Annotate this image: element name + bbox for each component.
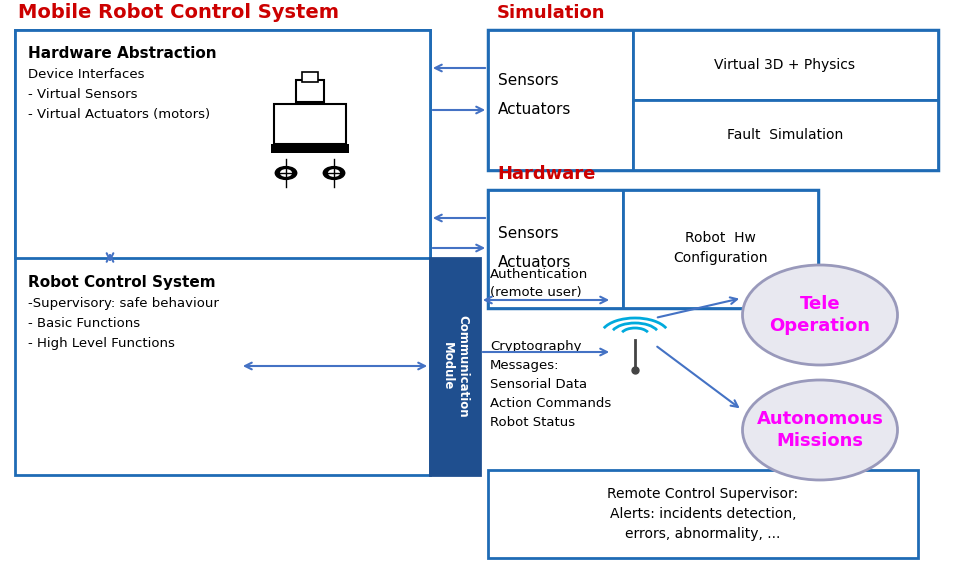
Circle shape [275,167,296,179]
Bar [15,30,430,258]
Bar [488,190,622,308]
Circle shape [328,170,339,176]
Circle shape [323,167,344,179]
Text: Hardware Abstraction: Hardware Abstraction [28,46,216,61]
Bar [302,72,317,82]
Text: Fault  Simulation: Fault Simulation [726,128,842,142]
Bar [430,258,479,475]
Bar [271,144,349,153]
Bar [488,470,917,558]
Text: Robot  Hw
Configuration: Robot Hw Configuration [672,230,766,265]
Text: Authentication
(remote user): Authentication (remote user) [490,268,588,299]
Bar [622,190,817,308]
Text: Remote Control Supervisor:
Alerts: incidents detection,
errors, abnormality, ...: Remote Control Supervisor: Alerts: incid… [607,487,798,541]
Bar [488,30,937,170]
Ellipse shape [741,265,897,365]
Text: Sensors
Actuators: Sensors Actuators [497,73,571,117]
Text: Autonomous
Missions: Autonomous Missions [756,410,882,450]
Text: Communication
Module: Communication Module [440,315,469,417]
Text: Device Interfaces
- Virtual Sensors
- Virtual Actuators (motors): Device Interfaces - Virtual Sensors - Vi… [28,68,210,121]
Text: Hardware: Hardware [497,165,595,183]
Text: Virtual 3D + Physics: Virtual 3D + Physics [714,58,855,72]
Text: Robot Control System: Robot Control System [28,275,215,290]
Text: -Supervisory: safe behaviour
- Basic Functions
- High Level Functions: -Supervisory: safe behaviour - Basic Fun… [28,297,218,350]
Text: Mobile Robot Control System: Mobile Robot Control System [18,3,338,22]
Bar [295,80,324,102]
Circle shape [280,170,291,176]
Text: Simulation: Simulation [497,4,605,22]
Bar [488,190,817,308]
Bar [633,30,937,100]
Bar [488,30,633,170]
Text: Sensors
Actuators: Sensors Actuators [497,226,571,270]
Text: Tele
Operation: Tele Operation [769,295,869,335]
Ellipse shape [741,380,897,480]
Bar [15,30,430,475]
Text: Cryptography
Messages:
Sensorial Data
Action Commands
Robot Status: Cryptography Messages: Sensorial Data Ac… [490,340,611,429]
Bar [633,100,937,170]
Bar [274,104,346,144]
